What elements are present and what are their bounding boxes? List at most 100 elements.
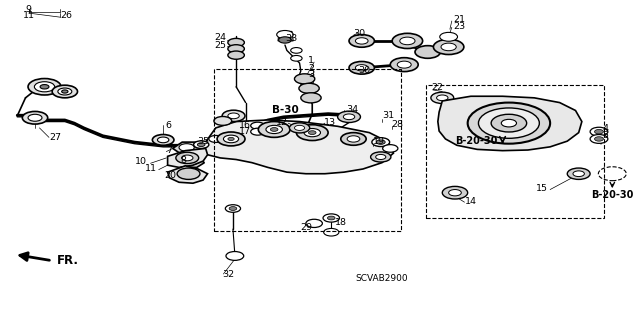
Circle shape bbox=[152, 135, 174, 145]
Circle shape bbox=[431, 92, 454, 104]
Text: 35: 35 bbox=[197, 137, 209, 146]
Text: 34: 34 bbox=[346, 105, 358, 114]
Circle shape bbox=[376, 154, 386, 160]
Circle shape bbox=[223, 135, 239, 143]
Text: 5: 5 bbox=[603, 131, 609, 140]
Circle shape bbox=[291, 48, 302, 53]
Text: 2: 2 bbox=[308, 64, 314, 73]
Circle shape bbox=[383, 145, 398, 152]
Circle shape bbox=[595, 130, 604, 134]
Circle shape bbox=[390, 58, 418, 71]
Circle shape bbox=[229, 207, 237, 211]
Circle shape bbox=[595, 137, 604, 141]
Polygon shape bbox=[168, 148, 207, 167]
Circle shape bbox=[291, 56, 302, 61]
Text: 21: 21 bbox=[453, 15, 465, 24]
Text: 9: 9 bbox=[26, 5, 31, 14]
Circle shape bbox=[349, 34, 374, 47]
Text: 30: 30 bbox=[353, 29, 365, 38]
Circle shape bbox=[479, 108, 540, 138]
Text: SCVAB2900: SCVAB2900 bbox=[356, 274, 408, 283]
Circle shape bbox=[598, 167, 627, 181]
Circle shape bbox=[228, 51, 244, 59]
Text: 20: 20 bbox=[164, 171, 176, 181]
Text: 8: 8 bbox=[180, 156, 186, 165]
Text: 16: 16 bbox=[239, 121, 252, 130]
Circle shape bbox=[276, 31, 293, 39]
Circle shape bbox=[355, 38, 368, 44]
Text: B-20-30: B-20-30 bbox=[591, 190, 634, 200]
Polygon shape bbox=[203, 120, 394, 174]
Circle shape bbox=[222, 110, 245, 122]
Circle shape bbox=[349, 62, 374, 74]
Circle shape bbox=[289, 123, 310, 133]
Circle shape bbox=[226, 251, 244, 260]
Text: 25: 25 bbox=[214, 41, 227, 49]
Circle shape bbox=[372, 138, 390, 146]
Circle shape bbox=[590, 135, 608, 143]
Circle shape bbox=[157, 137, 169, 143]
Text: 18: 18 bbox=[335, 218, 346, 227]
Circle shape bbox=[52, 85, 77, 98]
Circle shape bbox=[228, 38, 244, 47]
Text: 11: 11 bbox=[22, 11, 35, 20]
Polygon shape bbox=[186, 167, 198, 172]
Circle shape bbox=[176, 152, 198, 164]
Text: 1: 1 bbox=[308, 56, 314, 65]
Circle shape bbox=[400, 37, 415, 45]
Text: FR.: FR. bbox=[57, 254, 79, 267]
Circle shape bbox=[328, 216, 335, 220]
Circle shape bbox=[306, 219, 323, 227]
Text: 32: 32 bbox=[222, 271, 234, 279]
Circle shape bbox=[194, 141, 209, 148]
Text: B-30: B-30 bbox=[272, 106, 299, 115]
Circle shape bbox=[251, 122, 265, 129]
Circle shape bbox=[308, 131, 316, 135]
Text: B-20-30: B-20-30 bbox=[455, 136, 497, 146]
Circle shape bbox=[449, 189, 461, 196]
Circle shape bbox=[209, 136, 223, 142]
Text: 30: 30 bbox=[358, 66, 371, 75]
Circle shape bbox=[590, 127, 608, 136]
Circle shape bbox=[301, 93, 321, 103]
Circle shape bbox=[440, 33, 458, 41]
Circle shape bbox=[228, 113, 239, 119]
Circle shape bbox=[22, 111, 48, 124]
Circle shape bbox=[28, 114, 42, 121]
Text: 17: 17 bbox=[239, 127, 252, 136]
Text: 29: 29 bbox=[300, 223, 312, 232]
Circle shape bbox=[323, 214, 339, 222]
Polygon shape bbox=[438, 96, 582, 151]
Circle shape bbox=[299, 83, 319, 93]
Circle shape bbox=[296, 125, 328, 141]
Circle shape bbox=[278, 37, 291, 43]
Text: 22: 22 bbox=[431, 83, 444, 92]
Circle shape bbox=[217, 132, 245, 146]
Circle shape bbox=[179, 144, 195, 151]
Text: 6: 6 bbox=[165, 121, 171, 130]
Circle shape bbox=[415, 46, 440, 58]
Circle shape bbox=[182, 155, 193, 161]
Circle shape bbox=[270, 128, 278, 131]
Circle shape bbox=[259, 122, 290, 137]
Circle shape bbox=[187, 158, 199, 164]
Polygon shape bbox=[173, 142, 202, 155]
Text: 14: 14 bbox=[465, 197, 477, 206]
Circle shape bbox=[573, 171, 584, 177]
Circle shape bbox=[491, 114, 527, 132]
Circle shape bbox=[294, 125, 305, 130]
Circle shape bbox=[294, 74, 315, 84]
Text: 4: 4 bbox=[603, 124, 609, 133]
Circle shape bbox=[340, 133, 366, 145]
Circle shape bbox=[61, 90, 68, 93]
Circle shape bbox=[441, 43, 456, 51]
Text: 19: 19 bbox=[372, 137, 385, 146]
Circle shape bbox=[433, 39, 464, 55]
Circle shape bbox=[343, 114, 355, 120]
Circle shape bbox=[468, 103, 550, 144]
Circle shape bbox=[567, 168, 590, 179]
Text: 33: 33 bbox=[285, 34, 298, 43]
Text: 24: 24 bbox=[214, 33, 227, 42]
Circle shape bbox=[392, 33, 422, 48]
Polygon shape bbox=[168, 166, 207, 183]
